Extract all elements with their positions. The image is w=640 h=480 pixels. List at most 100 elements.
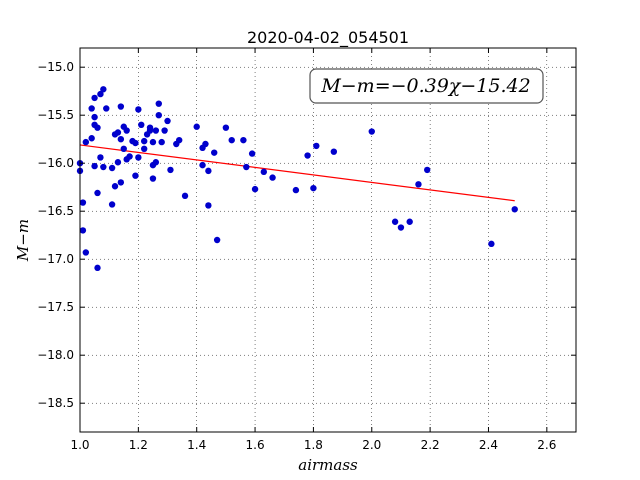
- data-point: [211, 149, 218, 156]
- data-point: [269, 174, 276, 181]
- data-point: [117, 136, 125, 143]
- y-tick-label: −15.5: [37, 108, 74, 122]
- data-point: [103, 105, 110, 112]
- data-point: [415, 181, 422, 188]
- data-point: [205, 167, 212, 175]
- data-point: [146, 124, 154, 131]
- x-axis-label: airmass: [298, 456, 358, 474]
- data-point: [155, 112, 162, 119]
- data-point: [397, 224, 405, 231]
- y-tick-label: −15.0: [37, 60, 74, 74]
- x-tick-label: 2.6: [537, 438, 556, 452]
- data-point: [310, 184, 317, 192]
- data-point: [138, 121, 145, 128]
- data-point: [152, 159, 160, 166]
- chart-title: 2020-04-02_054501: [247, 28, 409, 48]
- data-point: [79, 227, 87, 234]
- data-point: [193, 123, 200, 130]
- data-point: [161, 127, 168, 134]
- data-point: [117, 103, 125, 110]
- data-point: [120, 145, 127, 152]
- data-point: [424, 166, 431, 174]
- data-point: [202, 140, 209, 148]
- data-point: [149, 175, 157, 182]
- data-point: [181, 192, 189, 200]
- data-point: [368, 128, 375, 135]
- fit-line: [79, 144, 515, 202]
- data-point: [94, 189, 101, 197]
- data-point: [205, 202, 212, 209]
- equation-text: M−m=−0.39χ−15.42: [320, 75, 530, 97]
- data-point: [158, 138, 165, 146]
- data-point: [88, 135, 95, 142]
- data-point: [82, 138, 90, 146]
- data-point: [94, 264, 101, 272]
- data-point: [94, 124, 101, 131]
- data-point: [199, 161, 206, 169]
- data-point: [149, 138, 157, 146]
- data-point: [114, 129, 122, 136]
- data-point: [251, 185, 259, 193]
- data-point: [123, 127, 130, 134]
- x-tick-label: 1.0: [70, 438, 89, 452]
- data-point: [222, 124, 230, 131]
- data-point: [91, 94, 98, 102]
- data-point: [488, 240, 495, 248]
- data-point: [292, 186, 300, 194]
- x-tick-label: 1.4: [187, 438, 206, 452]
- data-point: [304, 152, 311, 159]
- data-point: [117, 179, 125, 186]
- data-point: [132, 139, 139, 147]
- data-point: [240, 136, 247, 144]
- y-tick-label: −16.0: [37, 156, 74, 170]
- data-point: [140, 137, 148, 145]
- data-point: [176, 136, 183, 144]
- data-point: [79, 199, 87, 206]
- data-points: [76, 86, 518, 272]
- x-tick-label: 2.2: [421, 438, 440, 452]
- data-point: [91, 113, 98, 121]
- data-point: [132, 172, 139, 179]
- data-point: [108, 201, 116, 208]
- data-point: [97, 90, 104, 98]
- data-point: [135, 154, 142, 161]
- data-point: [313, 142, 320, 150]
- y-tick-label: −17.5: [37, 300, 74, 314]
- plot-frame: [79, 47, 577, 433]
- data-point: [111, 183, 119, 190]
- data-point: [406, 218, 413, 225]
- data-point: [243, 163, 250, 171]
- data-point: [100, 163, 107, 171]
- data-point: [391, 218, 399, 225]
- equation-annotation: M−m=−0.39χ−15.42: [309, 68, 544, 104]
- data-point: [97, 154, 104, 161]
- x-tick-label: 2.0: [362, 438, 381, 452]
- grid-lines: [79, 48, 576, 432]
- data-point: [260, 168, 268, 176]
- y-axis-label: M−m: [14, 219, 32, 262]
- data-point: [228, 136, 235, 144]
- data-point: [248, 150, 256, 157]
- x-tick-label: 1.6: [246, 438, 265, 452]
- data-point: [164, 117, 171, 125]
- data-point: [88, 105, 95, 112]
- data-point: [167, 166, 174, 174]
- data-point: [100, 86, 107, 93]
- data-point: [126, 153, 133, 160]
- data-point: [155, 100, 162, 107]
- y-tick-label: −18.0: [37, 348, 74, 362]
- data-point: [108, 164, 116, 172]
- data-point: [511, 206, 518, 213]
- data-point: [114, 159, 122, 166]
- data-point: [91, 162, 98, 170]
- y-tick-label: −17.0: [37, 252, 74, 266]
- x-tick-label: 1.2: [129, 438, 148, 452]
- data-point: [82, 249, 90, 256]
- x-tick-label: 1.8: [304, 438, 323, 452]
- x-tick-label: 2.4: [479, 438, 498, 452]
- data-point: [152, 127, 160, 134]
- data-point: [135, 106, 142, 113]
- data-point: [330, 148, 338, 155]
- axis-ticks: 1.0 1.2 1.4 1.6 1.8 2.0 2.2 2.4 2.6 −15.0 −15.5 −16…: [37, 48, 576, 452]
